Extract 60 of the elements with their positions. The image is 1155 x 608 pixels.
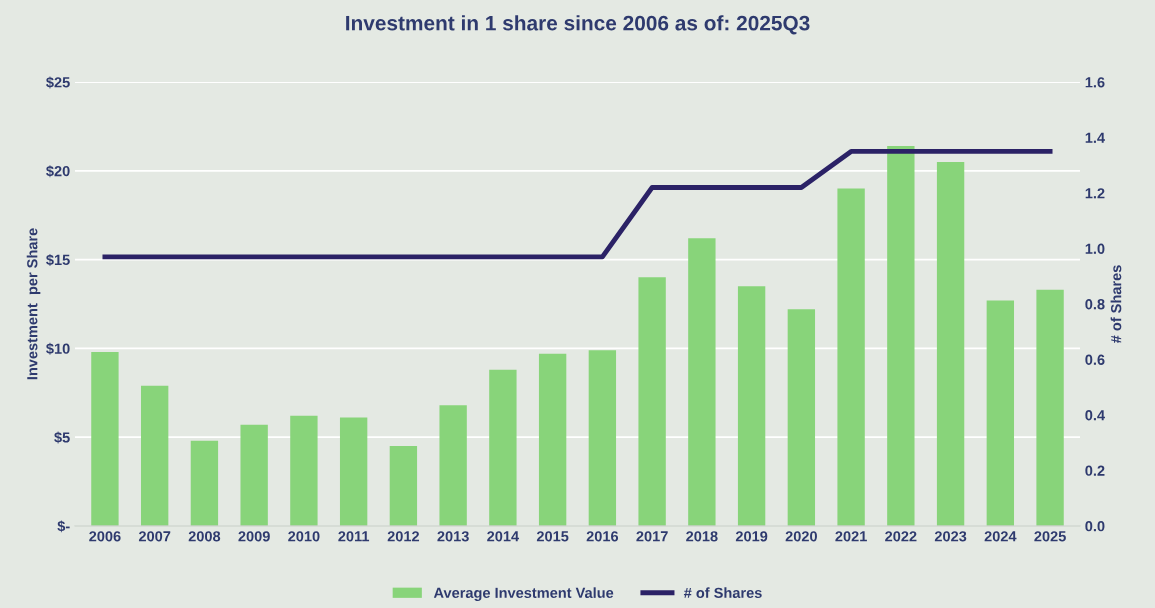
y2-tick-label: 0.0 (1085, 521, 1105, 532)
bar (140, 385, 169, 526)
x-tick-label: 2017 (636, 531, 668, 542)
bar (638, 277, 666, 526)
y-axis-title: Investment per Share (26, 228, 41, 380)
y2-tick-label: 0.2 (1085, 465, 1105, 476)
bar (339, 417, 368, 526)
x-tick-label: 2014 (487, 531, 520, 542)
x-tick-label: 2010 (288, 531, 320, 542)
y-tick-label: $5 (54, 431, 70, 444)
y-tick-label: $20 (46, 165, 70, 178)
x-tick-label: 2008 (188, 531, 221, 542)
x-tick-label: 2024 (984, 531, 1017, 542)
bar (936, 161, 965, 526)
y2-tick-label: 0.4 (1085, 410, 1105, 421)
y2-tick-label: 1.4 (1085, 132, 1105, 143)
bar (588, 350, 617, 526)
chart-title: Investment in 1 share since 2006 as of: 2025Q3 (346, 15, 810, 35)
x-tick-label: 2006 (89, 531, 121, 542)
x-tick-label: 2020 (785, 531, 817, 542)
y-tick-label: $15 (46, 254, 70, 266)
bar (787, 309, 816, 526)
y2-tick-label: 0.6 (1085, 354, 1105, 365)
bar (389, 446, 418, 526)
bar (887, 145, 915, 526)
x-tick-label: 2015 (536, 531, 569, 542)
bar (240, 424, 268, 526)
y-tick-label: $- (57, 520, 70, 533)
y-tick-label: $10 (46, 342, 70, 355)
x-tick-label: 2011 (338, 531, 370, 542)
bar (688, 238, 716, 526)
x-tick-label: 2021 (835, 531, 867, 542)
bar (737, 286, 766, 526)
x-tick-label: 2022 (885, 531, 917, 542)
x-tick-label: 2013 (437, 531, 469, 542)
y2-tick-label: 1.0 (1085, 243, 1105, 254)
y2-tick-label: 1.6 (1085, 77, 1105, 88)
bar (837, 188, 865, 526)
x-tick-label: 2007 (138, 531, 171, 542)
x-tick-label: 2009 (238, 531, 270, 542)
x-tick-label: 2023 (934, 531, 967, 542)
x-tick-label: 2018 (686, 531, 718, 542)
y-tick-label: $25 (46, 76, 70, 89)
bar (986, 300, 1015, 526)
y2-tick-label: 0.8 (1085, 299, 1105, 310)
bar (439, 405, 467, 526)
bar (91, 351, 119, 526)
bar (290, 415, 318, 526)
bar (190, 440, 219, 526)
y2-tick-label: 1.2 (1085, 188, 1105, 199)
legend-label: # of Shares (683, 587, 762, 599)
y2-axis-title: # of Shares (1110, 265, 1122, 344)
bar (1036, 289, 1064, 526)
bar (489, 369, 517, 526)
legend-label: Average Investment Value (433, 587, 614, 601)
bar (538, 353, 567, 526)
x-tick-label: 2025 (1034, 531, 1066, 542)
x-tick-label: 2019 (735, 531, 768, 542)
x-tick-label: 2012 (387, 531, 420, 542)
x-tick-label: 2016 (586, 531, 619, 542)
